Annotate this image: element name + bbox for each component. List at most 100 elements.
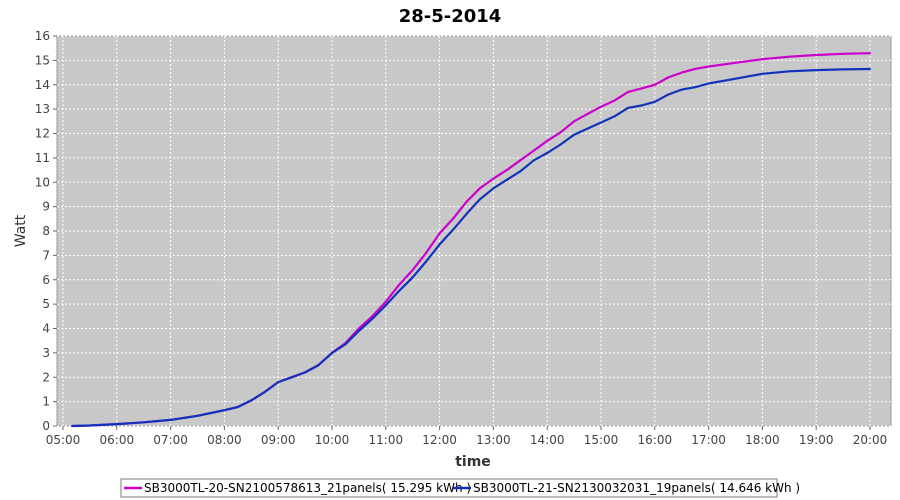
data-point <box>586 127 589 130</box>
data-point <box>667 93 670 96</box>
data-point <box>626 91 629 94</box>
x-tick-label: 15:00 <box>584 433 619 447</box>
data-point <box>384 304 387 307</box>
series-points-2 <box>71 68 871 427</box>
y-tick-label: 3 <box>42 346 50 360</box>
y-tick-label: 8 <box>42 224 50 238</box>
data-point <box>640 104 643 107</box>
x-tick-label: 20:00 <box>853 433 888 447</box>
data-point <box>761 72 764 75</box>
data-point <box>223 409 226 412</box>
y-tick-label: 10 <box>35 175 50 189</box>
data-point <box>707 65 710 68</box>
data-point <box>411 276 414 279</box>
x-axis-label: time <box>455 454 491 470</box>
y-tick-label: 7 <box>42 248 50 262</box>
data-point <box>492 187 495 190</box>
data-point <box>546 152 549 154</box>
data-point <box>680 88 683 91</box>
data-point <box>694 67 697 70</box>
data-point <box>842 52 845 55</box>
data-point <box>869 68 871 70</box>
x-tick-label: 16:00 <box>638 433 673 447</box>
data-point <box>600 105 602 108</box>
y-tick-label: 2 <box>42 370 50 384</box>
data-point <box>546 139 549 142</box>
data-point <box>586 113 589 115</box>
data-point <box>344 343 347 346</box>
data-point <box>600 121 602 124</box>
data-point <box>277 381 280 384</box>
y-tick-label: 9 <box>42 200 50 214</box>
y-axis-label: Watt <box>13 214 29 247</box>
data-point <box>519 159 522 162</box>
data-point <box>465 212 468 215</box>
x-tick-label: 12:00 <box>422 433 457 447</box>
data-point <box>425 251 428 254</box>
x-tick-label: 06:00 <box>100 433 135 447</box>
y-tick-label: 13 <box>35 102 50 116</box>
x-tick-label: 11:00 <box>369 433 404 447</box>
data-point <box>331 351 333 354</box>
y-tick-label: 6 <box>42 273 50 287</box>
data-point <box>438 243 441 246</box>
data-point <box>304 371 307 374</box>
x-axis: 05:00 06:00 07:00 08:00 09:00 10:00 11:00 12:00… <box>46 426 888 447</box>
data-point <box>169 418 172 421</box>
data-point <box>452 217 454 220</box>
legend-label-2: SB3000TL-21-SN2130032031_19panels( 14.64… <box>473 481 800 495</box>
data-point <box>357 329 360 332</box>
data-point <box>788 70 791 73</box>
data-point <box>613 115 616 118</box>
data-point <box>532 159 535 162</box>
data-point <box>734 61 737 64</box>
y-tick-label: 16 <box>35 29 50 43</box>
data-point <box>71 425 73 427</box>
data-point <box>142 421 145 424</box>
data-point <box>465 200 468 203</box>
legend-label-1: SB3000TL-20-SN2100578613_21panels( 15.29… <box>144 481 471 495</box>
data-point <box>317 364 320 367</box>
x-tick-label: 17:00 <box>691 433 726 447</box>
x-tick-label: 10:00 <box>315 433 350 447</box>
data-point <box>196 414 199 417</box>
data-point <box>680 71 683 74</box>
data-point <box>425 260 428 263</box>
data-point <box>707 82 710 85</box>
data-point <box>559 131 562 134</box>
data-point <box>398 289 401 292</box>
data-point <box>761 58 764 61</box>
data-point <box>478 198 481 201</box>
y-tick-label: 1 <box>42 395 50 409</box>
series-lines <box>71 52 871 428</box>
data-point <box>613 99 616 102</box>
data-point <box>734 77 737 80</box>
x-tick-label: 13:00 <box>476 433 511 447</box>
y-tick-label: 5 <box>42 297 50 311</box>
data-point <box>667 76 670 79</box>
data-point <box>478 187 481 190</box>
x-tick-label: 18:00 <box>745 433 780 447</box>
data-point <box>250 399 253 402</box>
data-point <box>505 178 508 181</box>
x-tick-label: 19:00 <box>799 433 834 447</box>
legend: SB3000TL-20-SN2100578613_21panels( 15.29… <box>120 478 800 498</box>
data-point <box>694 86 697 89</box>
x-tick-label: 08:00 <box>207 433 242 447</box>
x-tick-label: 07:00 <box>153 433 188 447</box>
data-point <box>398 283 401 286</box>
data-point <box>815 69 818 72</box>
y-tick-label: 12 <box>35 127 50 141</box>
data-point <box>559 143 562 146</box>
data-point <box>532 149 535 152</box>
data-point <box>519 170 522 173</box>
data-point <box>371 317 374 320</box>
x-tick-label: 09:00 <box>261 433 296 447</box>
data-point <box>842 68 845 71</box>
x-tick-label: 05:00 <box>46 433 81 447</box>
chart-title: 28-5-2014 <box>399 6 502 27</box>
y-tick-label: 11 <box>35 151 50 165</box>
data-point <box>653 100 656 103</box>
